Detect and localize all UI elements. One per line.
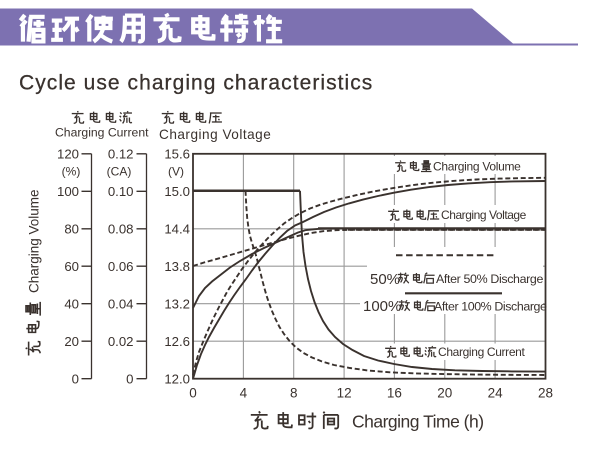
svg-text:0: 0: [189, 386, 197, 401]
svg-text:80: 80: [64, 222, 79, 237]
svg-text:13.8: 13.8: [164, 259, 190, 274]
svg-text:(V): (V): [168, 165, 184, 179]
svg-text:15.6: 15.6: [164, 147, 190, 162]
svg-text:Cycle use charging characteris: Cycle use charging characteristics: [19, 72, 373, 95]
svg-text:0.02: 0.02: [108, 334, 134, 349]
svg-text:8: 8: [290, 386, 298, 401]
svg-text:(CA): (CA): [107, 165, 132, 179]
svg-text:40: 40: [64, 296, 79, 311]
svg-text:16: 16: [387, 386, 402, 401]
svg-text:0.06: 0.06: [108, 259, 134, 274]
svg-text:0: 0: [72, 371, 79, 386]
svg-text:Charging Voltage: Charging Voltage: [441, 208, 527, 222]
svg-text:Charging Volume: Charging Volume: [433, 160, 521, 174]
svg-text:4: 4: [240, 386, 248, 401]
svg-text:28: 28: [538, 386, 553, 401]
svg-text:12.6: 12.6: [164, 334, 190, 349]
svg-text:After 50% Discharge: After 50% Discharge: [436, 272, 543, 286]
svg-text:Charging Volume: Charging Volume: [27, 189, 42, 293]
svg-text:12.0: 12.0: [164, 371, 190, 386]
svg-text:(%): (%): [62, 165, 81, 179]
svg-text:Charging Current: Charging Current: [438, 345, 525, 359]
svg-text:0.04: 0.04: [108, 296, 134, 311]
svg-text:Charging Voltage: Charging Voltage: [159, 127, 271, 142]
svg-text:After 100% Discharge: After 100% Discharge: [434, 300, 547, 314]
svg-text:24: 24: [488, 386, 504, 401]
svg-text:13.2: 13.2: [164, 296, 190, 311]
svg-text:Charging Time (h): Charging Time (h): [352, 412, 484, 432]
svg-text:100%: 100%: [363, 298, 401, 315]
svg-text:20: 20: [437, 386, 452, 401]
svg-text:120: 120: [57, 147, 79, 162]
svg-text:60: 60: [64, 259, 79, 274]
svg-text:20: 20: [64, 334, 79, 349]
svg-text:50%: 50%: [370, 271, 400, 288]
svg-text:100: 100: [57, 184, 79, 199]
svg-text:Charging Current: Charging Current: [55, 126, 149, 140]
svg-text:0.10: 0.10: [108, 184, 134, 199]
svg-text:0.12: 0.12: [108, 147, 134, 162]
svg-text:14.4: 14.4: [164, 222, 190, 237]
svg-text:0: 0: [126, 371, 133, 386]
svg-text:15.0: 15.0: [164, 184, 190, 199]
svg-text:12: 12: [337, 386, 352, 401]
svg-text:0.08: 0.08: [108, 222, 134, 237]
